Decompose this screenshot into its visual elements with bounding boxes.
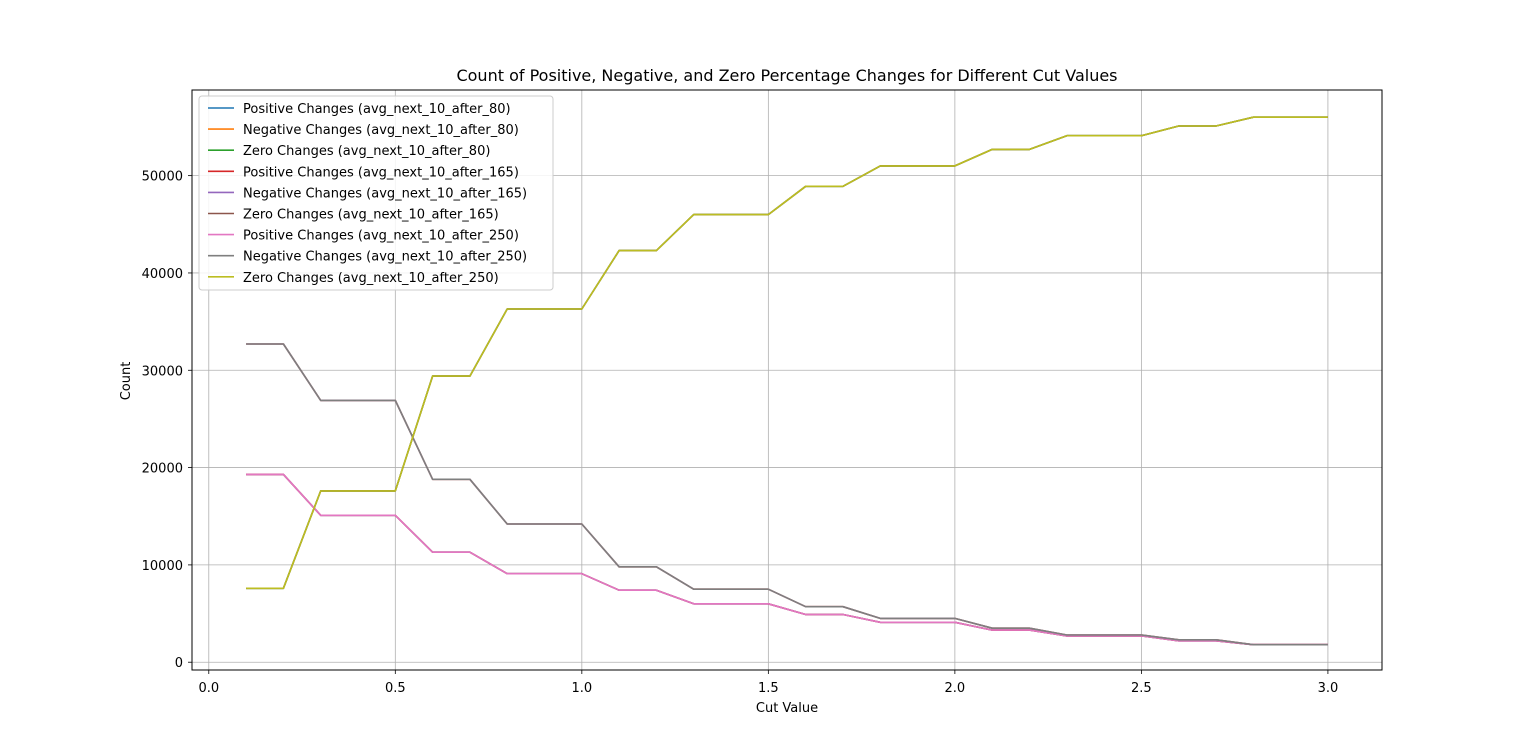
- grid: [192, 90, 1382, 670]
- y-axis: 0 10000 20000 30000 40000 50000: [142, 170, 192, 671]
- legend-entry: Zero Changes (avg_next_10_after_165): [243, 208, 499, 223]
- series-line-7: [246, 473, 1328, 646]
- x-tick-label: 2.0: [945, 681, 966, 696]
- legend-entry: Negative Changes (avg_next_10_after_165): [243, 186, 527, 201]
- x-axis-label: Cut Value: [756, 701, 818, 716]
- y-tick-label: 30000: [142, 364, 183, 379]
- y-tick-label: 40000: [142, 267, 183, 282]
- y-tick-label: 50000: [142, 170, 183, 185]
- x-tick-label: 1.0: [571, 681, 592, 696]
- legend-entry: Zero Changes (avg_next_10_after_80): [243, 144, 490, 159]
- legend-entry: Positive Changes (avg_next_10_after_80): [243, 102, 511, 117]
- legend-entry: Negative Changes (avg_next_10_after_250): [243, 250, 527, 265]
- y-tick-label: 0: [175, 656, 183, 671]
- x-tick-label: 2.5: [1131, 681, 1152, 696]
- y-tick-label: 20000: [142, 462, 183, 477]
- y-tick-label: 10000: [142, 559, 183, 574]
- legend-entry: Positive Changes (avg_next_10_after_250): [243, 229, 519, 244]
- x-tick-label: 0.5: [385, 681, 406, 696]
- series-line-9: [246, 116, 1328, 590]
- series-line-8: [246, 343, 1328, 646]
- chart-title: Count of Positive, Negative, and Zero Pe…: [456, 66, 1117, 85]
- legend: Positive Changes (avg_next_10_after_80) N…: [198, 95, 554, 291]
- y-axis-label: Count: [119, 362, 134, 401]
- x-tick-label: 0.0: [198, 681, 219, 696]
- x-axis: 0.0 0.5 1.0 1.5 2.0 2.5 3.0: [198, 670, 1338, 696]
- series-layer: [246, 116, 1328, 646]
- x-tick-label: 1.5: [758, 681, 779, 696]
- legend-box: [198, 95, 554, 291]
- plot-frame: [191, 89, 1383, 671]
- legend-entry: Zero Changes (avg_next_10_after_250): [243, 271, 499, 286]
- legend-entry: Positive Changes (avg_next_10_after_165): [243, 165, 519, 180]
- x-tick-label: 3.0: [1318, 681, 1339, 696]
- legend-entry: Negative Changes (avg_next_10_after_80): [243, 123, 519, 138]
